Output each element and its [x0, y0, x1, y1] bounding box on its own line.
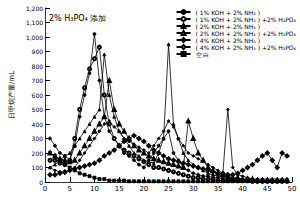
svg-text:( 2% KOH + 2% NH₃ ): ( 2% KOH + 2% NH₃ )	[196, 23, 260, 30]
svg-text:5: 5	[68, 185, 72, 193]
svg-text:600: 600	[32, 92, 44, 99]
svg-text:25: 25	[164, 185, 173, 193]
svg-text:700: 700	[32, 77, 44, 84]
svg-text:15: 15	[115, 185, 124, 193]
svg-text:0: 0	[39, 178, 44, 186]
svg-text:40: 40	[238, 185, 247, 193]
svg-text:500: 500	[32, 106, 44, 113]
svg-text:日甲烷产量/mL: 日甲烷产量/mL	[8, 71, 16, 119]
svg-text:100: 100	[32, 164, 44, 171]
svg-text:20: 20	[139, 185, 148, 193]
svg-text:1,000: 1,000	[26, 34, 43, 41]
svg-text:800: 800	[32, 63, 44, 70]
svg-text:0: 0	[43, 185, 47, 193]
svg-text:900: 900	[32, 48, 44, 55]
svg-text:( 4% KOH + 2% NH₃ ): ( 4% KOH + 2% NH₃ )	[196, 37, 260, 44]
svg-text:30: 30	[189, 185, 198, 193]
svg-text:45: 45	[263, 185, 272, 193]
svg-text:300: 300	[32, 135, 44, 142]
svg-text:200: 200	[32, 150, 44, 157]
svg-text:35: 35	[213, 185, 222, 193]
svg-text:( 1% KOH + 2% NH₃ ) +2% H₃PO₄: ( 1% KOH + 2% NH₃ ) +2% H₃PO₄	[196, 16, 297, 23]
svg-text:2% H₃PO₄ 添加: 2% H₃PO₄ 添加	[49, 14, 106, 23]
svg-text:50: 50	[288, 185, 297, 193]
svg-text:( 4% KOH + 2% NH₃ ) +2% H₃PO₄: ( 4% KOH + 2% NH₃ ) +2% H₃PO₄	[196, 44, 297, 51]
svg-text:1,100: 1,100	[26, 19, 43, 26]
svg-text:10: 10	[90, 185, 99, 193]
svg-text:400: 400	[32, 121, 44, 128]
svg-text:1,200: 1,200	[26, 5, 43, 12]
svg-text:( 1% KOH + 2% NH₃ ): ( 1% KOH + 2% NH₃ )	[196, 9, 260, 16]
svg-text:空 白: 空 白	[196, 51, 210, 58]
svg-text:( 2% KOH + 2% NH₃ ) +2% H₃PO₄: ( 2% KOH + 2% NH₃ ) +2% H₃PO₄	[196, 30, 297, 37]
